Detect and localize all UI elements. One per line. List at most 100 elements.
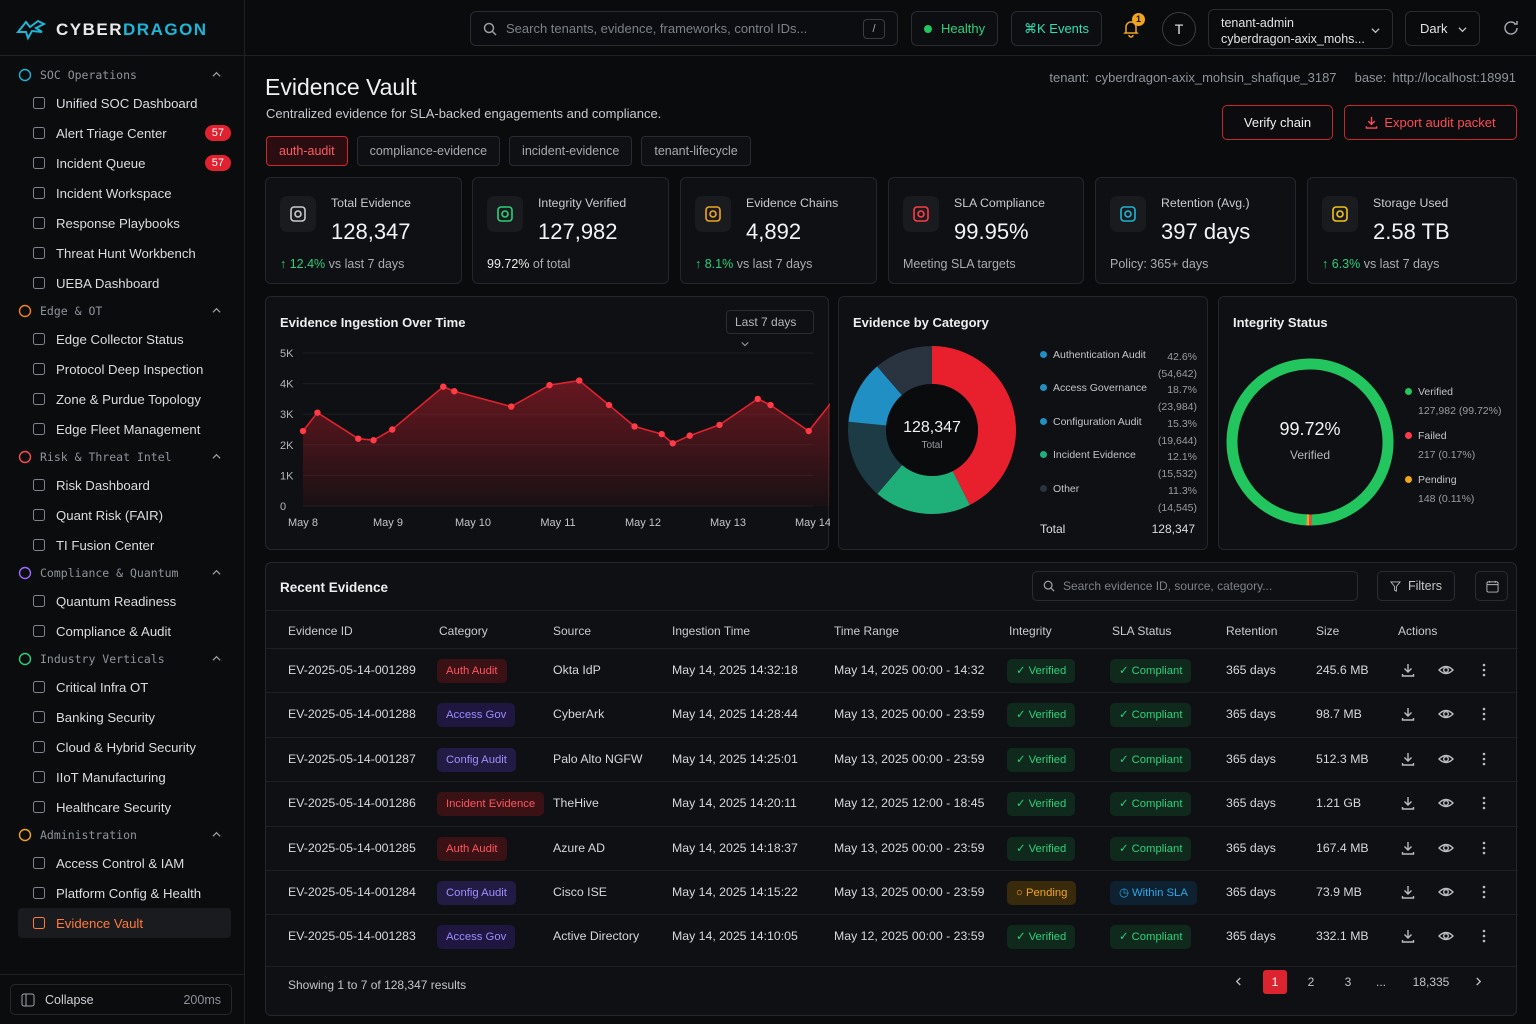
column-header[interactable]: Source	[553, 624, 592, 638]
sidebar-item[interactable]: Healthcare Security	[0, 792, 231, 822]
sidebar-item[interactable]: Evidence Vault	[18, 908, 231, 938]
sidebar-item[interactable]: Edge Collector Status	[0, 324, 231, 354]
column-header[interactable]: Time Range	[834, 624, 899, 638]
tab-auth-audit[interactable]: auth-audit	[266, 136, 348, 166]
health-status-button[interactable]: Healthy	[911, 11, 999, 46]
date-picker-button[interactable]	[1475, 571, 1508, 601]
brand-logo[interactable]: CYBERDRAGON	[16, 14, 208, 46]
download-icon[interactable]	[1400, 795, 1416, 811]
filters-button[interactable]: Filters	[1377, 571, 1455, 601]
refresh-icon[interactable]	[1502, 19, 1520, 37]
sidebar-item[interactable]: Banking Security	[0, 702, 231, 732]
eye-icon[interactable]	[1438, 840, 1454, 856]
events-button[interactable]: ⌘K Events	[1011, 11, 1103, 46]
eye-icon[interactable]	[1438, 706, 1454, 722]
sidebar-item[interactable]: Access Control & IAM	[0, 848, 231, 878]
more-vertical-icon[interactable]	[1476, 706, 1492, 722]
theme-selector[interactable]: Dark	[1405, 11, 1480, 46]
eye-icon[interactable]	[1438, 884, 1454, 900]
page-button[interactable]: 1	[1263, 970, 1287, 994]
more-vertical-icon[interactable]	[1476, 662, 1492, 678]
page-button[interactable]: 3	[1344, 975, 1352, 989]
nav-item-icon	[33, 127, 45, 139]
table-row[interactable]: EV-2025-05-14-001288 Access Gov CyberArk Ma…	[266, 692, 1518, 736]
export-audit-packet-button[interactable]: Export audit packet	[1344, 105, 1517, 140]
sidebar-item[interactable]: Cloud & Hybrid Security	[0, 732, 231, 762]
sidebar-item[interactable]: Alert Triage Center 57	[0, 118, 231, 148]
column-header[interactable]: Ingestion Time	[672, 624, 751, 638]
column-header[interactable]: Evidence ID	[288, 624, 353, 638]
sidebar-item[interactable]: Risk Dashboard	[0, 470, 231, 500]
legend-count: (54,642)	[1157, 368, 1197, 380]
eye-icon[interactable]	[1438, 662, 1454, 678]
results-summary: Showing 1 to 7 of 128,347 results	[288, 978, 467, 992]
verify-chain-button[interactable]: Verify chain	[1222, 105, 1333, 140]
sidebar-item[interactable]: Zone & Purdue Topology	[0, 384, 231, 414]
column-header[interactable]: Size	[1316, 624, 1340, 638]
collapse-button[interactable]: Collapse 200ms	[10, 984, 232, 1015]
table-row[interactable]: EV-2025-05-14-001286 Incident Evidence The…	[266, 781, 1518, 825]
kpi-card: Evidence Chains 4,892 ↑ 8.1% vs last 7 day…	[680, 177, 877, 284]
eye-icon[interactable]	[1438, 751, 1454, 767]
sidebar-item[interactable]: Unified SOC Dashboard	[0, 88, 231, 118]
column-header[interactable]: Retention	[1226, 624, 1278, 638]
more-vertical-icon[interactable]	[1476, 884, 1492, 900]
sidebar-item[interactable]: Critical Infra OT	[0, 672, 231, 702]
sidebar-item[interactable]: UEBA Dashboard	[0, 268, 231, 298]
table-row[interactable]: EV-2025-05-14-001289 Auth Audit Okta IdP Ma…	[266, 648, 1518, 692]
column-header[interactable]: Integrity	[1009, 624, 1052, 638]
download-icon[interactable]	[1400, 884, 1416, 900]
column-header[interactable]: Actions	[1398, 624, 1438, 638]
integrity-badge: ✓ Verified	[1007, 792, 1076, 817]
download-icon[interactable]	[1400, 928, 1416, 944]
table-row[interactable]: EV-2025-05-14-001285 Auth Audit Azure AD Ma…	[266, 825, 1518, 870]
table-row[interactable]: EV-2025-05-14-001287 Config Audit Palo Alt…	[266, 736, 1518, 781]
next-page-button[interactable]	[1466, 970, 1490, 994]
sidebar-item[interactable]: Compliance & Audit	[0, 616, 231, 646]
table-row[interactable]: EV-2025-05-14-001284 Config Audit Cisco IS…	[266, 870, 1518, 914]
tab-incident-evidence[interactable]: incident-evidence	[509, 136, 633, 166]
page-button[interactable]: 2	[1307, 975, 1315, 989]
collapse-label: Collapse	[45, 992, 94, 1007]
evidence-search-input[interactable]: Search evidence ID, source, category...	[1032, 571, 1358, 601]
more-vertical-icon[interactable]	[1476, 840, 1492, 856]
download-icon[interactable]	[1400, 840, 1416, 856]
range-select[interactable]: Last 7 days	[726, 310, 814, 347]
page-button[interactable]: 18,335	[1412, 975, 1450, 989]
sidebar-item[interactable]: Response Playbooks	[0, 208, 231, 238]
sidebar-item[interactable]: TI Fusion Center	[0, 530, 231, 560]
table-row[interactable]: EV-2025-05-14-001283 Access Gov Active Dir…	[266, 914, 1518, 958]
sidebar-section-4[interactable]: Industry Verticals	[0, 646, 245, 672]
user-avatar[interactable]: T	[1162, 12, 1196, 46]
column-header[interactable]: SLA Status	[1112, 624, 1172, 638]
download-icon[interactable]	[1400, 662, 1416, 678]
eye-icon[interactable]	[1438, 795, 1454, 811]
sidebar-item[interactable]: Edge Fleet Management	[0, 414, 231, 444]
more-vertical-icon[interactable]	[1476, 795, 1492, 811]
sidebar-section-0[interactable]: SOC Operations	[0, 62, 245, 88]
sidebar-item[interactable]: Protocol Deep Inspection	[0, 354, 231, 384]
notifications-button[interactable]: 1	[1121, 13, 1145, 38]
tenant-selector[interactable]: tenant-admin cyberdragon-axix_mohs...	[1208, 9, 1393, 49]
column-header[interactable]: Category	[439, 624, 488, 638]
download-icon[interactable]	[1400, 706, 1416, 722]
sidebar-item[interactable]: Platform Config & Health	[0, 878, 231, 908]
sidebar-item[interactable]: IIoT Manufacturing	[0, 762, 231, 792]
more-vertical-icon[interactable]	[1476, 928, 1492, 944]
eye-icon[interactable]	[1438, 928, 1454, 944]
prev-page-button[interactable]	[1226, 970, 1250, 994]
download-icon[interactable]	[1400, 751, 1416, 767]
sidebar-section-3[interactable]: Compliance & Quantum	[0, 560, 245, 586]
tab-tenant-lifecycle[interactable]: tenant-lifecycle	[641, 136, 751, 166]
sidebar-item[interactable]: Incident Workspace	[0, 178, 231, 208]
sidebar-item[interactable]: Incident Queue 57	[0, 148, 231, 178]
sidebar-section-2[interactable]: Risk & Threat Intel	[0, 444, 245, 470]
sidebar-item[interactable]: Threat Hunt Workbench	[0, 238, 231, 268]
tab-compliance-evidence[interactable]: compliance-evidence	[356, 136, 501, 166]
sidebar-section-1[interactable]: Edge & OT	[0, 298, 245, 324]
sidebar-section-5[interactable]: Administration	[0, 822, 245, 848]
sidebar-item[interactable]: Quantum Readiness	[0, 586, 231, 616]
global-search[interactable]: Search tenants, evidence, frameworks, co…	[470, 11, 898, 46]
sidebar-item[interactable]: Quant Risk (FAIR)	[0, 500, 231, 530]
more-vertical-icon[interactable]	[1476, 751, 1492, 767]
